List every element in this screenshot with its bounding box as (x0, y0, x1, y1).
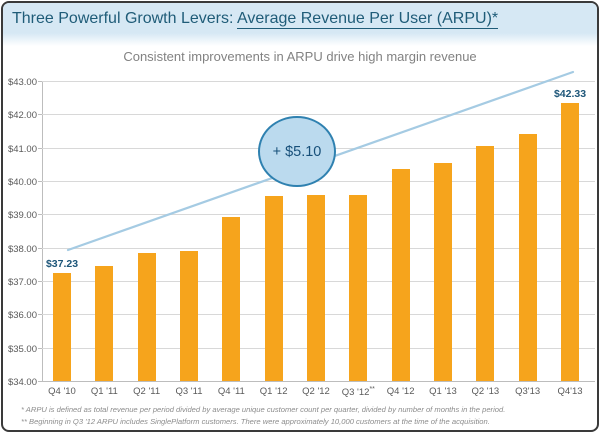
gridline (42, 81, 595, 82)
y-axis-label: $39.00 (7, 210, 37, 222)
x-axis-label: Q2 '11 (133, 386, 161, 397)
y-axis-label: $34.00 (7, 377, 37, 388)
gridline (42, 381, 595, 382)
y-axis-tick (38, 381, 42, 382)
y-axis-line (42, 82, 43, 382)
bar-q213 (476, 146, 495, 381)
x-axis-label: Q4 '11 (217, 386, 245, 397)
x-axis-label: Q3 '12** (341, 386, 375, 399)
y-axis-tick (38, 281, 42, 282)
x-axis-label: Q4 '10 (48, 386, 76, 397)
y-axis-tick (38, 314, 42, 316)
title-bar-fade (3, 33, 597, 46)
x-axis-label: Q3 '11 (175, 386, 203, 397)
x-axis-label: Q1 '12 (259, 386, 288, 397)
bar-q412 (391, 169, 410, 381)
chart-subtitle: Consistent improvements in ARPU drive hi… (123, 49, 477, 64)
footnote-singleplatform: ** Beginning in Q3 '12 ARPU includes Sin… (21, 417, 490, 426)
y-axis-tick (38, 114, 42, 116)
y-axis-tick (38, 81, 42, 82)
y-axis-tick (38, 247, 42, 249)
y-axis-label: $40.00 (7, 177, 37, 188)
y-axis-label: $35.00 (7, 343, 37, 355)
x-axis-label: Q2 '13 (471, 386, 500, 397)
x-axis-label: Q4'13 (557, 386, 583, 397)
y-axis-tick (38, 181, 42, 182)
y-axis-label: $36.00 (7, 310, 37, 322)
y-axis-label: $41.00 (7, 143, 37, 155)
bar-q212 (307, 195, 325, 381)
bar-q211 (137, 252, 156, 381)
gridline (42, 114, 595, 116)
y-axis-label: $42.00 (7, 110, 37, 122)
data-label: $37.23 (45, 258, 79, 271)
delta-annotation-bubble: + $5.10 (258, 116, 336, 187)
footnote-arpu-definition: * ARPU is defined as total revenue per p… (21, 405, 506, 414)
y-axis-label: $38.00 (7, 243, 37, 255)
y-axis-label: $43.00 (7, 77, 37, 88)
delta-annotation-label: + $5.10 (272, 143, 322, 160)
bar-q112 (264, 196, 283, 381)
x-axis-label: Q1 '11 (90, 386, 118, 397)
title-bar (3, 3, 597, 33)
y-axis-tick (38, 347, 42, 349)
bar-q113 (434, 162, 452, 381)
bar-q411 (222, 216, 241, 381)
bar-q111 (95, 266, 114, 381)
title-prefix: Three Powerful Growth Levers: (12, 10, 237, 27)
bar-q312 (349, 195, 368, 381)
page-title: Three Powerful Growth Levers: Average Re… (12, 3, 499, 33)
bar-q311 (180, 251, 198, 381)
bar-q410 (53, 273, 71, 381)
x-axis-label: Q4 '12 (386, 386, 415, 397)
bar-q313 (518, 134, 537, 381)
gridline (42, 181, 595, 182)
x-axis-label: Q1 '13 (429, 386, 457, 397)
data-label: $42.33 (553, 88, 587, 101)
y-axis-tick (38, 214, 42, 216)
bar-q413 (561, 103, 579, 381)
y-axis-tick (38, 147, 42, 149)
x-axis-label: Q3'13 (515, 386, 541, 397)
y-axis-label: $37.00 (7, 277, 37, 288)
x-axis-label: Q2 '12 (302, 386, 330, 397)
title-underlined: Average Revenue Per User (ARPU)* (236, 10, 499, 29)
